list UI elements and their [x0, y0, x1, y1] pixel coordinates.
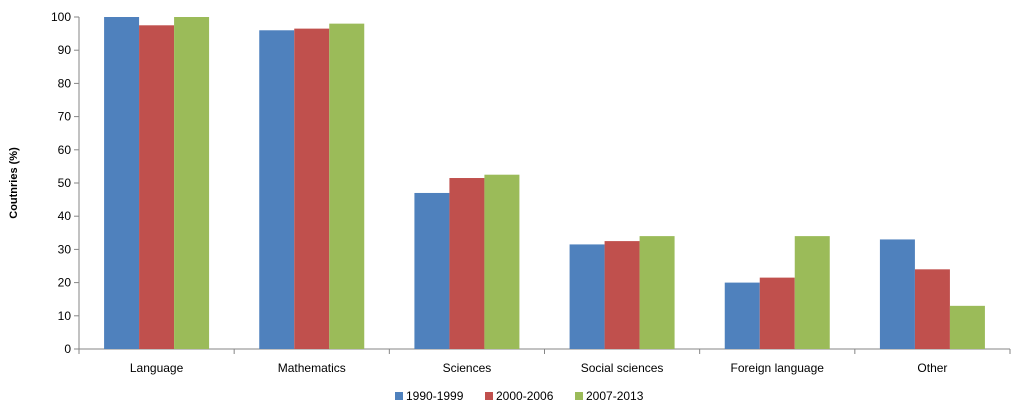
- y-tick-label: 50: [58, 176, 72, 190]
- y-tick-label: 40: [58, 209, 72, 223]
- y-tick-label: 100: [51, 10, 71, 24]
- x-category-label: Language: [130, 361, 184, 375]
- bar: [329, 23, 365, 349]
- legend-swatch: [575, 392, 583, 400]
- y-axis: 0 10 20 30 40 50 60 70 80 90 100: [51, 10, 80, 356]
- bar: [604, 241, 640, 349]
- bar: [414, 192, 450, 349]
- legend: 1990-1999 2000-2006 2007-2013: [395, 389, 644, 403]
- y-axis-title: Coutnries (%): [8, 147, 20, 219]
- y-tick-label: 90: [58, 43, 72, 57]
- bar: [139, 25, 175, 350]
- y-tick-label: 80: [58, 76, 72, 90]
- bar: [879, 239, 915, 349]
- bar: [949, 305, 985, 349]
- bar: [639, 236, 675, 349]
- bar: [724, 282, 760, 349]
- bar: [484, 174, 520, 349]
- y-tick-label: 10: [58, 309, 72, 323]
- y-tick-label: 0: [64, 342, 71, 356]
- bar: [259, 30, 295, 350]
- bar: [104, 17, 140, 349]
- x-category-label: Social sciences: [581, 361, 664, 375]
- legend-swatch: [485, 392, 493, 400]
- x-axis: Language Mathematics Sciences Social scienc…: [78, 348, 1011, 375]
- y-tick-label: 30: [58, 242, 72, 256]
- bar: [294, 28, 330, 350]
- bar: [174, 17, 210, 349]
- legend-label: 1990-1999: [406, 389, 464, 403]
- bar: [759, 277, 795, 349]
- bar: [794, 236, 830, 349]
- bar: [914, 269, 950, 349]
- y-tick-label: 70: [58, 110, 72, 124]
- x-category-label: Other: [917, 361, 947, 375]
- legend-label: 2000-2006: [496, 389, 554, 403]
- x-category-label: Foreign language: [731, 361, 825, 375]
- legend-swatch: [395, 392, 403, 400]
- legend-label: 2007-2013: [586, 389, 644, 403]
- bars: [104, 17, 985, 350]
- x-category-label: Mathematics: [278, 361, 346, 375]
- bar: [449, 178, 485, 349]
- x-category-label: Sciences: [443, 361, 492, 375]
- y-tick-label: 20: [58, 276, 72, 290]
- bar: [569, 244, 605, 349]
- y-tick-label: 60: [58, 143, 72, 157]
